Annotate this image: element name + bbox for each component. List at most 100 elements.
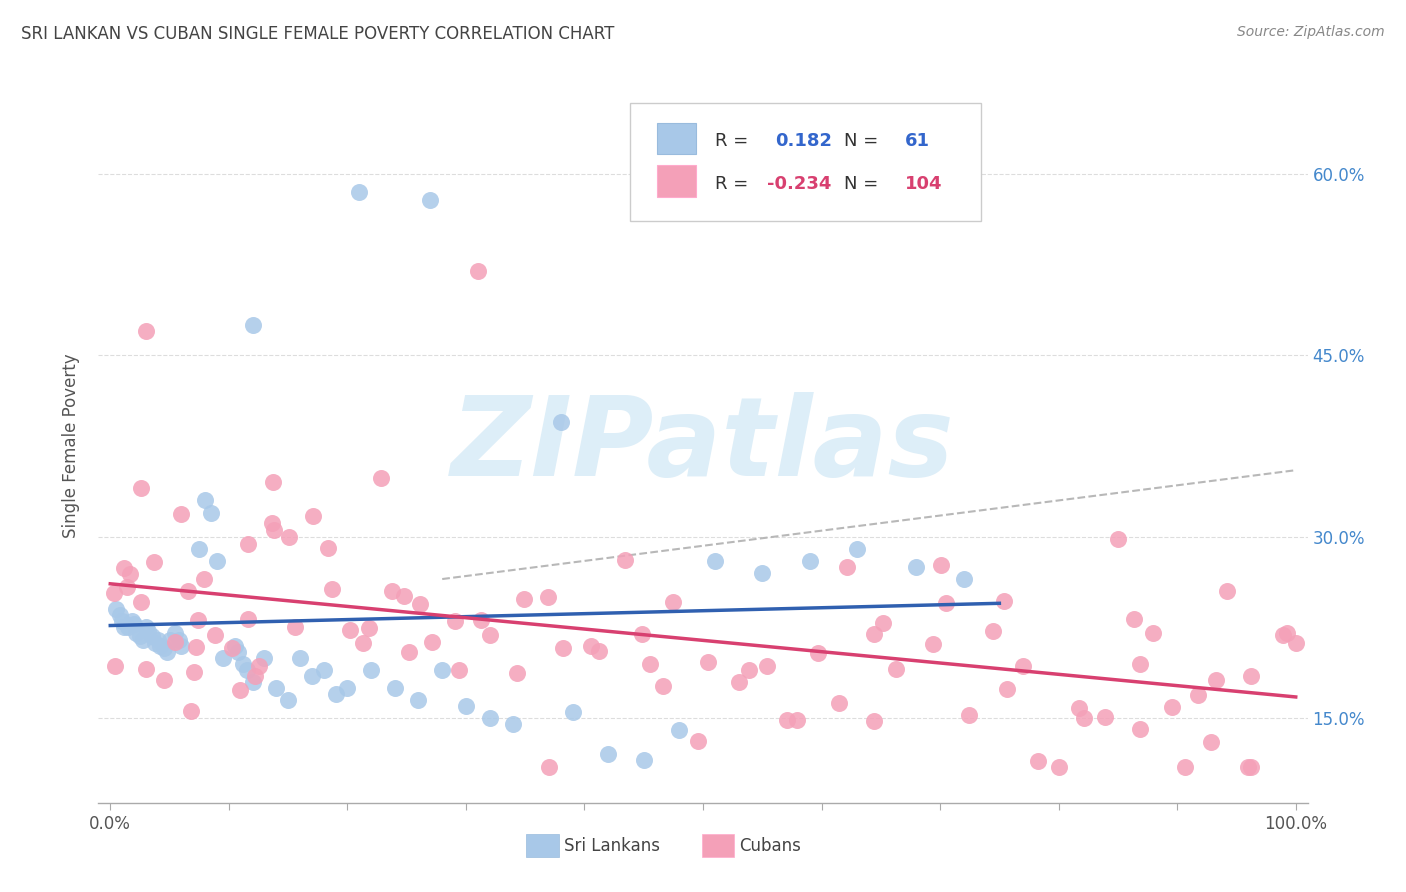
Sri Lankans [478, 711, 501, 725]
Sri Lankans [200, 506, 222, 520]
Cubans [278, 529, 301, 543]
Cubans [1049, 759, 1071, 773]
Cubans [662, 595, 685, 609]
Sri Lankans [170, 639, 193, 653]
Cubans [470, 613, 492, 627]
Sri Lankans [502, 717, 524, 731]
Cubans [163, 634, 186, 648]
Cubans [1277, 626, 1299, 640]
Sri Lankans [347, 185, 370, 199]
Cubans [447, 663, 470, 677]
Cubans [1174, 759, 1197, 773]
Cubans [1107, 532, 1129, 546]
Cubans [538, 759, 561, 773]
Sri Lankans [703, 554, 725, 568]
Text: Cubans: Cubans [740, 837, 801, 855]
Sri Lankans [312, 663, 335, 677]
Sri Lankans [226, 645, 249, 659]
Cubans [872, 616, 894, 631]
Cubans [537, 590, 560, 604]
Text: ZIPatlas: ZIPatlas [451, 392, 955, 500]
Cubans [187, 613, 209, 627]
Sri Lankans [121, 615, 143, 629]
Cubans [284, 620, 307, 634]
Cubans [1129, 657, 1152, 672]
Sri Lankans [117, 620, 139, 634]
Sri Lankans [242, 318, 264, 332]
Cubans [1129, 722, 1152, 736]
Cubans [1067, 701, 1090, 715]
Cubans [409, 597, 432, 611]
Sri Lankans [264, 681, 287, 695]
Text: Sri Lankans: Sri Lankans [564, 837, 659, 855]
Cubans [728, 675, 751, 690]
Cubans [505, 665, 527, 680]
Cubans [352, 636, 374, 650]
Cubans [321, 582, 343, 596]
Sri Lankans [141, 629, 163, 643]
Sri Lankans [668, 723, 690, 738]
Sri Lankans [432, 663, 454, 677]
Cubans [262, 516, 284, 530]
Cubans [381, 583, 404, 598]
FancyBboxPatch shape [657, 122, 696, 154]
FancyBboxPatch shape [526, 834, 560, 857]
Cubans [1012, 658, 1035, 673]
Sri Lankans [454, 699, 477, 714]
FancyBboxPatch shape [702, 834, 734, 857]
Sri Lankans [846, 541, 869, 556]
Sri Lankans [242, 674, 264, 689]
Sri Lankans [799, 554, 821, 568]
Sri Lankans [301, 669, 323, 683]
Cubans [863, 714, 886, 729]
Sri Lankans [325, 687, 347, 701]
Cubans [236, 612, 259, 626]
Cubans [738, 663, 761, 677]
Cubans [579, 639, 602, 653]
Cubans [835, 559, 858, 574]
Cubans [1026, 754, 1049, 768]
Cubans [245, 668, 267, 682]
Cubans [686, 733, 709, 747]
Cubans [1122, 611, 1144, 625]
Cubans [394, 589, 416, 603]
Cubans [184, 640, 207, 654]
Sri Lankans [336, 681, 359, 695]
Sri Lankans [224, 639, 246, 653]
Sri Lankans [419, 194, 441, 208]
Sri Lankans [167, 632, 190, 647]
Cubans [229, 682, 252, 697]
Cubans [236, 537, 259, 551]
Cubans [262, 475, 284, 490]
Cubans [120, 567, 142, 582]
Cubans [420, 634, 443, 648]
Text: 0.182: 0.182 [776, 132, 832, 150]
Sri Lankans [149, 639, 172, 653]
Cubans [301, 508, 323, 523]
Cubans [981, 624, 1004, 639]
Cubans [551, 641, 574, 656]
Cubans [755, 659, 778, 673]
Cubans [957, 708, 980, 723]
Cubans [129, 595, 152, 609]
Cubans [467, 263, 489, 277]
Sri Lankans [159, 632, 181, 647]
Y-axis label: Single Female Poverty: Single Female Poverty [62, 354, 80, 538]
Cubans [221, 641, 243, 656]
Sri Lankans [108, 608, 131, 623]
Sri Lankans [194, 493, 217, 508]
Cubans [513, 592, 536, 607]
Text: R =: R = [716, 175, 748, 193]
Cubans [263, 523, 285, 537]
Sri Lankans [156, 645, 179, 659]
Cubans [339, 623, 361, 637]
Sri Lankans [136, 624, 159, 638]
Cubans [359, 621, 381, 635]
Cubans [1240, 759, 1263, 773]
Cubans [134, 662, 156, 676]
Sri Lankans [288, 650, 311, 665]
Cubans [929, 558, 952, 573]
Cubans [169, 508, 191, 522]
Cubans [1161, 700, 1184, 714]
Cubans [1205, 673, 1227, 687]
